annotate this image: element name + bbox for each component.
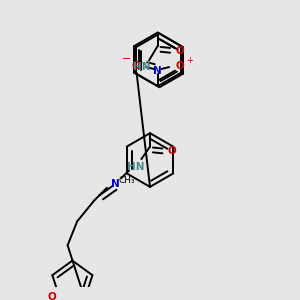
Text: O: O — [175, 46, 184, 56]
Text: HN: HN — [127, 162, 144, 172]
Text: O: O — [48, 292, 57, 300]
Text: N: N — [153, 66, 162, 76]
Text: −: − — [122, 54, 132, 64]
Text: O: O — [175, 61, 184, 71]
Text: CH₃: CH₃ — [118, 176, 135, 184]
Text: HN: HN — [133, 62, 150, 72]
Text: O: O — [168, 146, 176, 156]
Text: N: N — [111, 179, 120, 189]
Text: O: O — [131, 61, 140, 71]
Text: +: + — [186, 56, 193, 65]
